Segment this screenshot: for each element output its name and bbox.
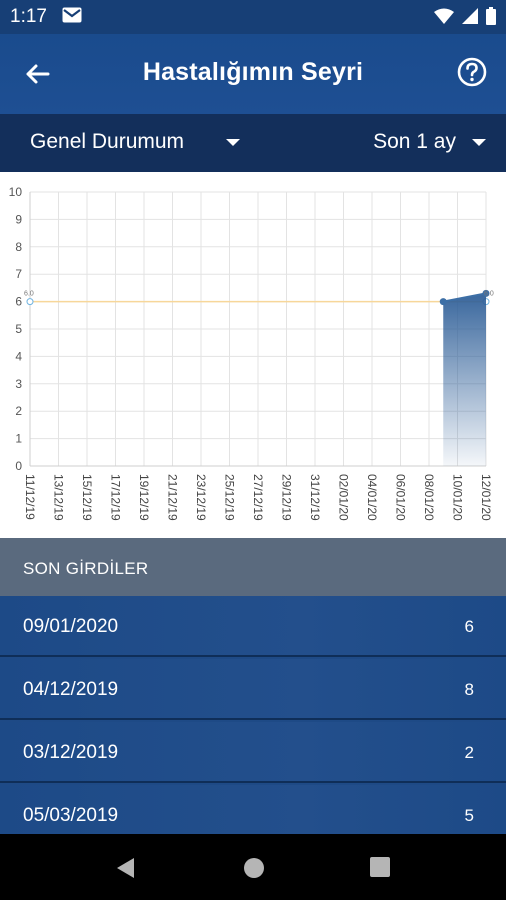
metric-dropdown-label: Genel Durumum [30, 130, 185, 153]
chart-area: 0 1 2 3 4 5 6 7 8 9 10 11/12/19 13/12/19 15/12/19 17/1… [0, 172, 506, 538]
y-tick-label: 8 [15, 240, 22, 254]
recent-entries-header: SON GİRDİLER [0, 538, 506, 596]
x-tick-label: 06/01/20 [394, 474, 408, 521]
list-item[interactable]: 04/12/2019 8 [0, 659, 506, 720]
y-tick-label: 0 [15, 459, 22, 473]
list-item[interactable]: 03/12/2019 2 [0, 722, 506, 783]
chevron-down-icon [226, 138, 241, 146]
entry-value: 6 [464, 617, 474, 636]
x-tick-label: 29/12/19 [280, 474, 294, 521]
entry-date: 05/03/2019 [23, 805, 119, 826]
x-tick-label: 02/01/20 [337, 474, 351, 521]
system-nav-bar [0, 834, 506, 900]
gmail-icon [62, 7, 82, 23]
series-area [443, 293, 486, 466]
x-tick-label: 08/01/20 [422, 474, 436, 521]
data-point [439, 298, 447, 306]
x-tick-label: 10/01/20 [451, 474, 465, 521]
x-tick-label: 15/12/19 [80, 474, 94, 521]
nav-back-icon[interactable] [114, 856, 138, 880]
entry-value: 5 [464, 806, 474, 825]
filter-bar: Genel Durumum Son 1 ay [0, 114, 506, 172]
y-tick-label: 1 [15, 432, 22, 446]
help-icon[interactable] [456, 56, 488, 88]
period-dropdown[interactable]: Son 1 ay [373, 130, 486, 154]
entry-date: 04/12/2019 [23, 679, 119, 700]
list-item[interactable]: 09/01/2020 6 [0, 596, 506, 657]
x-tick-label: 19/12/19 [137, 474, 151, 521]
entry-date: 03/12/2019 [23, 742, 119, 763]
x-tick-label: 23/12/19 [194, 474, 208, 521]
back-arrow-icon[interactable] [22, 58, 54, 90]
x-tick-label: 13/12/19 [52, 474, 66, 521]
list-item[interactable]: 05/03/2019 5 [0, 785, 506, 834]
x-tick-label: 21/12/19 [166, 474, 180, 521]
signal-icon [462, 8, 478, 24]
entries-list: 09/01/2020 6 04/12/2019 8 03/12/2019 2 0… [0, 596, 506, 834]
y-tick-label: 5 [15, 322, 22, 336]
reference-point-start [26, 298, 34, 306]
nav-recents-icon[interactable] [369, 856, 391, 878]
period-dropdown-label: Son 1 ay [373, 130, 456, 153]
x-tick-label: 27/12/19 [251, 474, 265, 521]
page-title: Hastalığımın Seyri [142, 58, 364, 86]
y-tick-label: 10 [9, 185, 23, 199]
reference-label-start: 6.0 [24, 291, 34, 298]
app-bar: Hastalığımın Seyri [0, 34, 506, 114]
y-tick-label: 4 [15, 349, 22, 363]
y-tick-label: 6 [15, 295, 22, 309]
y-tick-label: 9 [15, 212, 22, 226]
y-tick-label: 7 [15, 267, 22, 281]
section-title: SON GİRDİLER [23, 559, 149, 578]
data-point [482, 289, 490, 297]
x-tick-label: 11/12/19 [23, 474, 37, 520]
progress-chart: 0 1 2 3 4 5 6 7 8 9 10 11/12/19 13/12/19 15/12/19 17/1… [9, 185, 494, 521]
status-bar: 1:17 [0, 0, 506, 34]
series-line [443, 292, 487, 303]
metric-dropdown[interactable]: Genel Durumum [30, 130, 241, 154]
y-tick-label: 3 [15, 377, 22, 391]
status-time: 1:17 [10, 6, 47, 27]
y-tick-label: 2 [15, 404, 22, 418]
entry-value: 8 [464, 680, 474, 699]
x-tick-label: 04/01/20 [365, 474, 379, 521]
x-tick-label: 31/12/19 [308, 474, 322, 521]
x-tick-label: 25/12/19 [223, 474, 237, 521]
x-tick-label: 12/01/20 [479, 474, 493, 521]
entry-date: 09/01/2020 [23, 616, 119, 637]
status-icons [434, 7, 496, 25]
chevron-down-icon [472, 138, 486, 146]
wifi-icon [434, 8, 454, 24]
reference-label-end: 6.0 [484, 291, 494, 298]
entry-value: 2 [464, 743, 474, 762]
x-tick-label: 17/12/19 [109, 474, 123, 521]
nav-home-icon[interactable] [242, 856, 266, 880]
battery-icon [486, 7, 496, 25]
